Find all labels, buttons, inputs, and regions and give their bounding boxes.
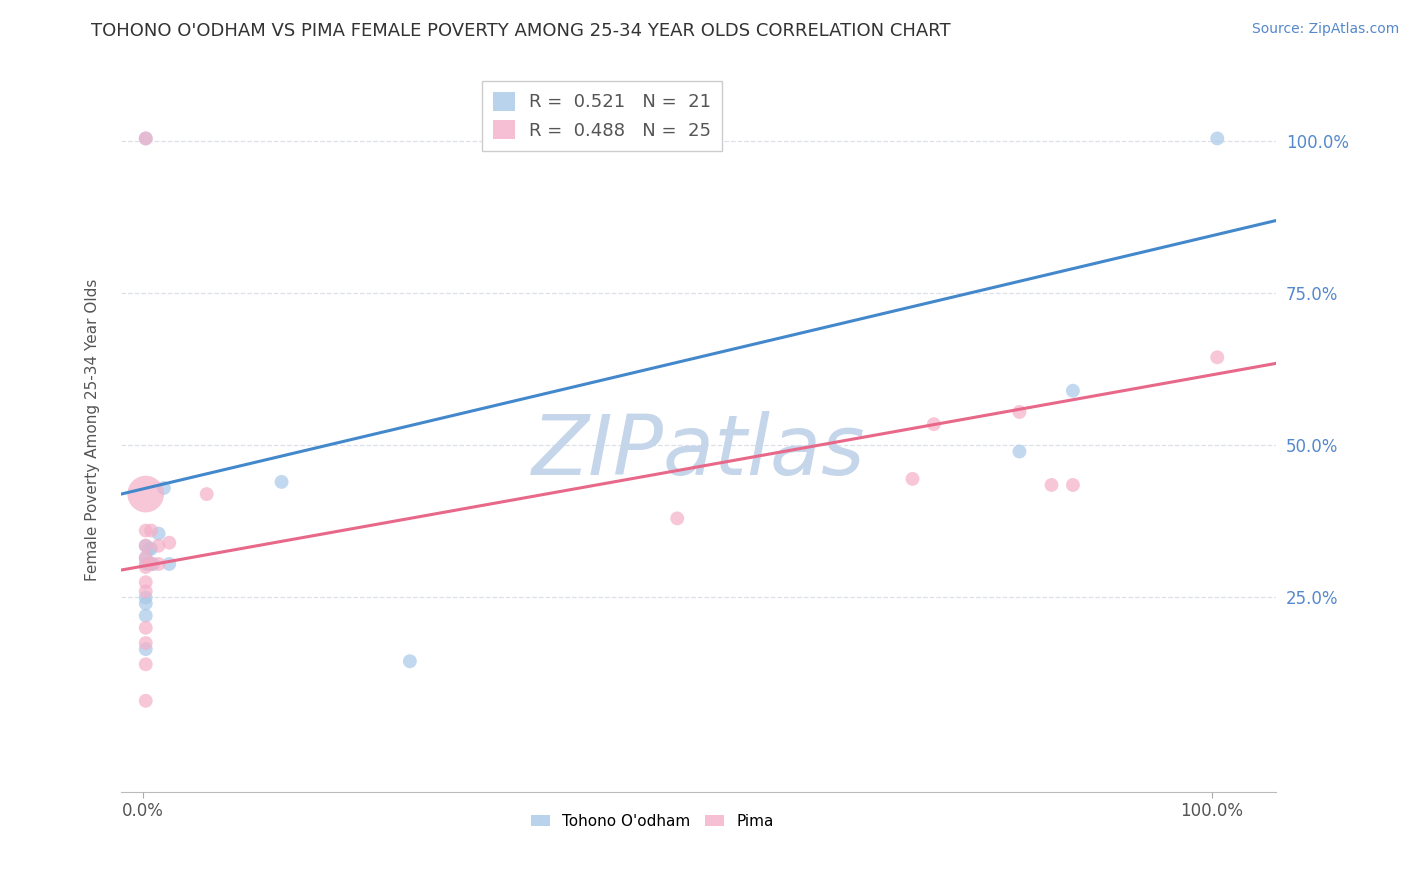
Point <box>138 557 160 571</box>
Point <box>135 597 157 611</box>
Point <box>135 557 157 571</box>
Point <box>135 608 157 623</box>
Point <box>135 550 157 565</box>
Point <box>135 584 157 599</box>
Point <box>399 654 422 668</box>
Point <box>901 472 924 486</box>
Point <box>135 131 157 145</box>
Point <box>135 657 157 672</box>
Point <box>135 642 157 657</box>
Text: ZIPatlas: ZIPatlas <box>531 411 866 492</box>
Point <box>157 557 180 571</box>
Point <box>135 591 157 605</box>
Point <box>1206 351 1229 365</box>
Point <box>922 417 945 432</box>
Point <box>1008 444 1031 458</box>
Text: Source: ZipAtlas.com: Source: ZipAtlas.com <box>1251 22 1399 37</box>
Point <box>135 636 157 650</box>
Point <box>157 535 180 549</box>
Point <box>139 541 162 556</box>
Point <box>135 560 157 574</box>
Point <box>135 621 157 635</box>
Y-axis label: Female Poverty Among 25-34 Year Olds: Female Poverty Among 25-34 Year Olds <box>86 279 100 582</box>
Point <box>135 694 157 708</box>
Point <box>142 557 165 571</box>
Point <box>148 557 170 571</box>
Point <box>1040 478 1063 492</box>
Text: TOHONO O'ODHAM VS PIMA FEMALE POVERTY AMONG 25-34 YEAR OLDS CORRELATION CHART: TOHONO O'ODHAM VS PIMA FEMALE POVERTY AM… <box>91 22 950 40</box>
Point <box>195 487 218 501</box>
Point <box>138 541 160 556</box>
Point <box>139 557 162 571</box>
Point <box>139 524 162 538</box>
Point <box>135 524 157 538</box>
Legend: Tohono O'odham, Pima: Tohono O'odham, Pima <box>526 808 779 835</box>
Point <box>135 575 157 590</box>
Point <box>270 475 292 489</box>
Point <box>1062 384 1084 398</box>
Point <box>135 487 157 501</box>
Point <box>148 526 170 541</box>
Point <box>135 550 157 565</box>
Point <box>1008 405 1031 419</box>
Point <box>135 131 157 145</box>
Point <box>153 481 176 495</box>
Point <box>1062 478 1084 492</box>
Point <box>148 539 170 553</box>
Point <box>135 539 157 553</box>
Point <box>1206 131 1229 145</box>
Point <box>135 539 157 553</box>
Point <box>666 511 689 525</box>
Point <box>139 557 162 571</box>
